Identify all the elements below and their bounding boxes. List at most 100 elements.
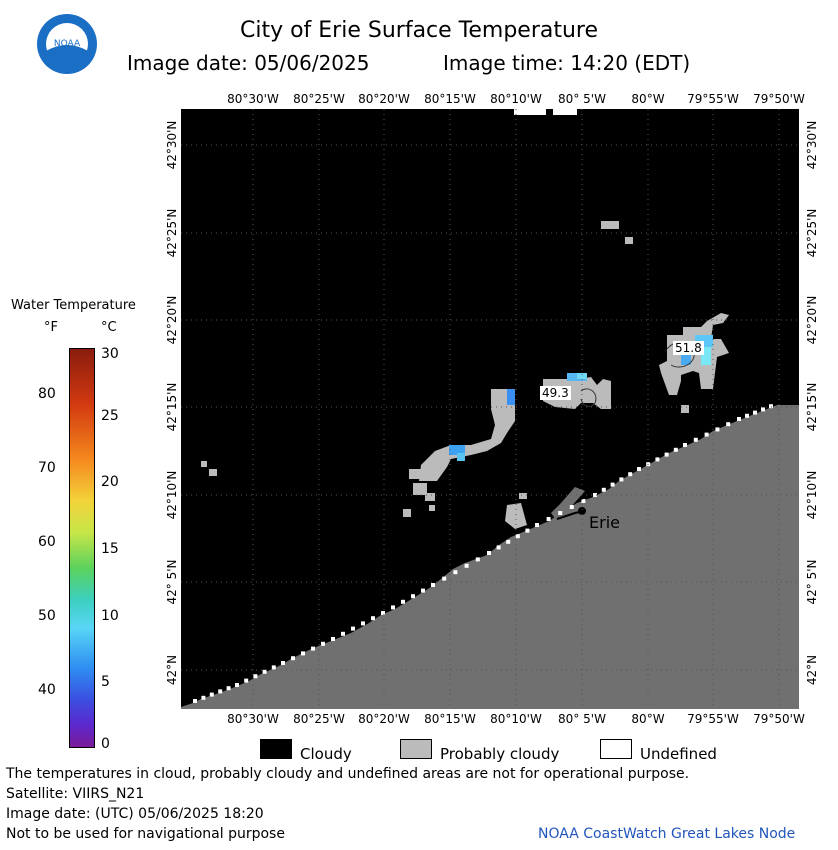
undefined-pixel <box>535 523 539 527</box>
undefined-pixel <box>235 683 239 687</box>
colorbar-tick-f: 70 <box>38 460 56 476</box>
undefined-pixel <box>558 511 563 515</box>
lon-label: 80°30'W <box>227 712 279 726</box>
lon-label: 80° 5'W <box>558 92 606 106</box>
image-date: Image date: 05/06/2025 <box>127 51 370 75</box>
undefined-pixel <box>745 413 749 418</box>
undefined-pixel <box>301 651 305 656</box>
lon-label: 80°20'W <box>358 712 410 726</box>
legend-swatch-undefined <box>600 739 632 759</box>
lat-label: 42°10'N <box>805 470 819 520</box>
satellite-text: Satellite: VIIRS_N21 <box>6 786 145 802</box>
lat-label: 42° 5'N <box>805 559 819 605</box>
undefined-pixel <box>546 517 551 521</box>
undefined-pixel <box>496 545 501 550</box>
undefined-pixel <box>487 551 491 555</box>
lon-label: 79°50'W <box>753 712 805 726</box>
undefined-pixel <box>262 669 267 674</box>
undefined-pixel <box>401 599 405 604</box>
undefined-pixel <box>581 499 586 503</box>
undefined-pixel <box>431 583 435 587</box>
navigation-warning: Not to be used for navigational purpose <box>6 826 285 842</box>
undefined-pixel <box>209 692 214 697</box>
noaa-logo: NOAA <box>37 14 97 74</box>
colorbar-tick-c: 15 <box>101 541 119 557</box>
undefined-pixel <box>628 472 633 477</box>
credit-text: NOAA CoastWatch Great Lakes Node <box>538 826 796 842</box>
temperature-map <box>181 109 799 709</box>
undefined-pixel <box>453 570 458 575</box>
land-area <box>181 405 799 709</box>
undefined-pixel <box>715 427 720 432</box>
image-time: Image time: 14:20 (EDT) <box>443 51 691 75</box>
lon-label: 79°55'W <box>687 712 739 726</box>
colorbar-title: Water Temperature <box>11 298 136 313</box>
lon-label: 80°W <box>631 92 665 106</box>
undefined-pixel <box>610 482 615 487</box>
legend-label-undefined: Undefined <box>640 745 717 763</box>
lon-label: 80°25'W <box>293 712 345 726</box>
undefined-pixel <box>593 493 597 497</box>
undefined-pixel <box>753 410 757 415</box>
colorbar-tick-f: 80 <box>38 386 56 402</box>
undefined-pixel <box>664 452 669 457</box>
undefined-pixel <box>683 443 687 447</box>
lat-label: 42°25'N <box>805 208 819 258</box>
colorbar-gradient <box>69 348 95 748</box>
undefined-pixel <box>341 631 345 636</box>
undefined-pixel <box>693 437 698 442</box>
undefined-pixel <box>218 689 223 694</box>
undefined-pixel <box>515 534 520 539</box>
undefined-pixel <box>737 417 741 421</box>
undefined-pixel <box>281 661 285 665</box>
undefined-pixel <box>475 557 480 562</box>
lon-label: 79°50'W <box>753 92 805 106</box>
lat-label: 42°25'N <box>165 208 179 258</box>
undefined-pixel <box>271 665 276 670</box>
undefined-pixel <box>321 641 325 646</box>
undefined-pixel <box>381 611 385 615</box>
colorbar-tick-c: 10 <box>101 608 119 624</box>
page-title: City of Erie Surface Temperature <box>239 18 599 43</box>
undefined-pixel <box>704 432 709 437</box>
disclaimer-text: The temperatures in cloud, probably clou… <box>6 766 690 782</box>
lon-label: 80°20'W <box>358 92 410 106</box>
undefined-pixel <box>464 563 469 568</box>
lon-label: 80°30'W <box>227 92 279 106</box>
undefined-pixel <box>291 656 295 661</box>
lat-label: 42°30'N <box>165 120 179 170</box>
legend-label-probably-cloudy: Probably cloudy <box>440 745 560 763</box>
undefined-pixel <box>253 674 258 679</box>
undefined-pixel <box>673 447 678 452</box>
undefined-pixel <box>726 422 731 427</box>
legend-swatch-probably-cloudy <box>400 739 432 759</box>
lat-label: 42°10'N <box>165 470 179 520</box>
undefined-pixel <box>201 695 206 700</box>
undefined-pixel <box>553 109 577 115</box>
lat-label: 42°N <box>165 654 179 686</box>
lat-label: 42°15'N <box>165 382 179 432</box>
city-label-erie: Erie <box>589 513 620 532</box>
legend-swatch-cloudy <box>260 739 292 759</box>
lon-label: 80° 5'W <box>558 712 606 726</box>
lon-label: 80°25'W <box>293 92 345 106</box>
undefined-pixel <box>601 487 606 492</box>
undefined-pixel <box>655 457 660 462</box>
city-marker <box>578 507 586 515</box>
graticule-grid <box>181 109 799 709</box>
colorbar-tick-c: 25 <box>101 408 119 424</box>
undefined-shoreline <box>193 109 773 703</box>
undefined-pixel <box>569 505 574 509</box>
colorbar-tick-c: 5 <box>101 674 110 690</box>
logo-text: NOAA <box>54 39 81 49</box>
lat-label: 42°20'N <box>805 295 819 345</box>
lon-label: 80°15'W <box>424 92 476 106</box>
colorbar-tick-c: 0 <box>101 736 110 752</box>
undefined-pixel <box>761 407 765 412</box>
undefined-pixel <box>311 646 315 651</box>
colorbar-tick-c: 20 <box>101 474 119 490</box>
lon-label: 79°55'W <box>687 92 739 106</box>
undefined-pixel <box>331 637 335 641</box>
lon-label: 80°W <box>631 712 665 726</box>
undefined-pixel <box>193 699 197 703</box>
